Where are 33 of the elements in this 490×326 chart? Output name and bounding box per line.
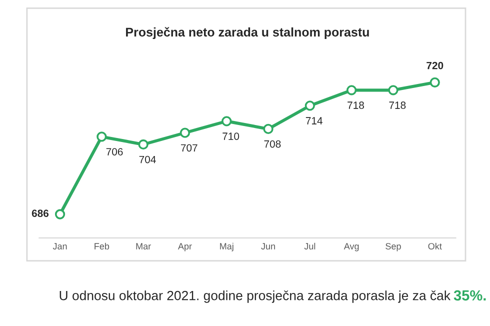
point — [180, 128, 190, 138]
point — [96, 132, 107, 142]
text: U odnosu oktobar 2021. godine prosječna zarada porasla je za čak — [60, 290, 451, 303]
x-tick-label: Maj — [220, 242, 234, 252]
point — [138, 139, 148, 150]
x-tick-label: Sep — [386, 243, 401, 252]
text: 35%. — [454, 290, 486, 301]
data-label: 706 — [106, 148, 123, 156]
data-label: 718 — [389, 102, 406, 109]
data-label: 714 — [306, 117, 322, 124]
point — [388, 85, 398, 96]
point — [54, 209, 66, 220]
point — [222, 116, 232, 126]
x-tick-label: Apr — [178, 243, 192, 252]
data-label: 720 — [426, 62, 444, 70]
x-tick-label: Avg — [344, 243, 359, 252]
point — [430, 77, 440, 88]
point — [263, 124, 274, 134]
data-label: 708 — [264, 140, 281, 148]
chart-title: Prosječna neto zarada u stalnom porastu — [126, 27, 369, 40]
data-label: 704 — [139, 156, 156, 164]
x-tick-label: Feb — [94, 242, 110, 250]
data-label: 718 — [348, 102, 364, 109]
data-label: 710 — [222, 132, 240, 140]
point — [346, 85, 357, 96]
data-label: 686 — [32, 210, 49, 218]
data-label: 707 — [180, 144, 198, 152]
x-tick-label: Jul — [304, 242, 316, 250]
x-tick-label: Jan — [52, 243, 67, 250]
point — [304, 100, 315, 111]
x-tick-label: Jun — [261, 243, 275, 250]
x-tick-label: Mar — [136, 243, 151, 250]
x-tick-label: Okt — [428, 242, 442, 250]
